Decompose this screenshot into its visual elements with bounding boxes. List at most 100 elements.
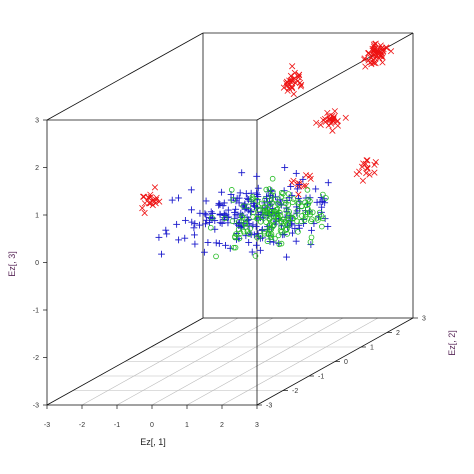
plus-marker: [253, 189, 260, 197]
circle-marker: [275, 232, 282, 239]
x-marker: [151, 184, 159, 191]
plus-marker: [226, 244, 234, 252]
x-marker: [146, 200, 153, 207]
x-marker: [147, 191, 154, 198]
circle-marker: [254, 197, 261, 204]
x-marker: [145, 194, 152, 201]
circle-marker: [278, 224, 284, 231]
circle-marker: [237, 230, 244, 236]
plus-marker: [190, 224, 198, 232]
data-points: [139, 40, 395, 261]
x-marker-stroke: [317, 121, 324, 128]
circle-marker: [308, 234, 315, 241]
x-marker-stroke: [359, 177, 367, 184]
plus-marker: [253, 172, 261, 180]
x-marker-stroke: [362, 63, 369, 70]
x-marker: [359, 177, 367, 184]
x-marker-stroke: [367, 59, 374, 66]
x-marker-stroke: [156, 198, 163, 205]
x-marker: [313, 119, 320, 126]
plus-marker: [168, 196, 176, 204]
plus-marker: [158, 250, 165, 258]
plus-marker: [238, 169, 246, 177]
plus-marker: [218, 220, 226, 227]
x-marker: [371, 169, 378, 176]
circle-marker: [245, 203, 252, 210]
circle-marker: [222, 215, 228, 222]
x-marker-stroke: [367, 54, 374, 61]
x-marker: [342, 114, 349, 121]
x-axis-label: Ez[, 1]: [140, 437, 166, 447]
x-marker: [377, 52, 384, 59]
circle-marker: [273, 209, 279, 215]
plus-marker: [201, 248, 208, 256]
x-marker-stroke: [325, 113, 332, 120]
x-marker-stroke: [295, 72, 302, 79]
circle-marker: [250, 214, 256, 220]
y-tick-label: 3: [422, 316, 426, 323]
plus-marker: [248, 248, 256, 256]
x-marker: [297, 83, 304, 90]
x-marker-stroke: [321, 115, 329, 123]
circle-marker: [290, 215, 296, 221]
circle-marker: [254, 234, 261, 241]
x-marker-stroke: [364, 164, 371, 171]
x-marker-stroke: [371, 161, 378, 168]
x-marker: [365, 50, 372, 57]
plus-marker: [207, 215, 215, 222]
x-marker: [373, 49, 380, 56]
plus-marker: [292, 169, 300, 177]
x-marker-stroke: [289, 63, 296, 70]
x-marker-stroke: [362, 160, 369, 167]
circle-marker: [209, 214, 215, 221]
plus-marker: [312, 185, 320, 193]
circle-marker: [284, 231, 290, 237]
x-marker-stroke: [284, 87, 291, 94]
x-marker-stroke: [283, 78, 291, 85]
circle-marker: [285, 202, 292, 208]
x-marker: [298, 81, 305, 88]
circle-marker: [275, 201, 281, 207]
circle-marker: [285, 212, 292, 218]
x-marker-stroke: [302, 182, 310, 190]
plus-marker: [173, 220, 181, 228]
x-marker: [379, 59, 386, 66]
x-marker-stroke: [363, 170, 370, 177]
x-marker-stroke: [280, 84, 287, 91]
x-marker: [372, 60, 379, 67]
z-tick-label: 0: [35, 260, 39, 267]
x-marker: [286, 81, 293, 89]
plus-marker: [247, 208, 255, 216]
circle-marker: [232, 244, 239, 251]
circle-marker: [236, 235, 243, 242]
x-tick-label: 3: [255, 422, 259, 429]
circle-marker: [315, 217, 321, 223]
x-marker: [334, 117, 341, 124]
circle-marker: [280, 216, 286, 223]
plus-marker: [182, 217, 189, 224]
circle-marker: [285, 216, 292, 222]
x-marker: [307, 175, 314, 182]
circle-marker: [262, 196, 268, 203]
plus-marker: [215, 240, 223, 247]
x-marker-stroke: [286, 81, 293, 89]
x-marker-stroke: [379, 59, 386, 66]
circle-marker: [264, 238, 271, 245]
plot-box: [46, 32, 414, 406]
circle-marker: [285, 191, 292, 197]
x-marker-stroke: [149, 202, 156, 209]
plus-marker: [202, 211, 210, 219]
x-marker: [371, 49, 378, 56]
x-marker-stroke: [364, 157, 371, 164]
x-tick-label: 2: [220, 422, 224, 429]
plus-marker: [222, 241, 229, 249]
plus-marker: [215, 201, 223, 209]
plus-marker: [212, 239, 220, 247]
x-marker: [320, 116, 327, 124]
x-marker: [280, 84, 287, 91]
y-tick-label: -1: [318, 374, 324, 381]
box-edge: [256, 32, 414, 121]
circle-marker: [238, 213, 245, 219]
x-marker-stroke: [375, 48, 382, 55]
circle-marker: [257, 219, 264, 225]
